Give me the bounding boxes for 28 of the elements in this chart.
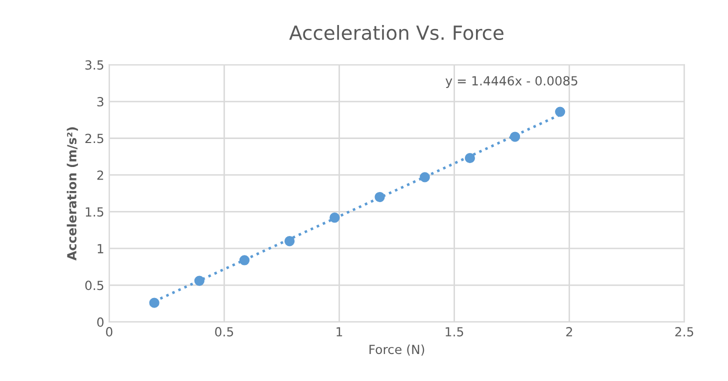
- x-tick-label: 1: [336, 327, 342, 336]
- y-tick-label: 1.5: [86, 207, 104, 217]
- point: [149, 298, 160, 308]
- x-tick-label: 2.5: [675, 327, 694, 336]
- point: [464, 153, 475, 164]
- y-tick-label: 0: [97, 317, 104, 327]
- point: [510, 132, 520, 142]
- point: [284, 236, 295, 246]
- x-tick-label: 2: [566, 327, 572, 336]
- annotation: y = 1.4446x - 0.0085: [446, 76, 578, 88]
- x-tick-label: 1.5: [446, 327, 464, 336]
- point: [555, 106, 566, 117]
- point: [330, 212, 340, 223]
- point: [420, 172, 430, 182]
- point: [194, 276, 204, 286]
- y-tick-label: 0.5: [85, 280, 104, 290]
- point: [239, 255, 250, 266]
- x-tick-label: 0.5: [215, 327, 234, 336]
- y-tick-label: 3: [97, 96, 104, 106]
- x-tick-label: 0: [106, 327, 112, 336]
- y-tick-label: 3.5: [85, 60, 104, 70]
- y-tick-label: 2: [97, 170, 104, 180]
- point: [374, 192, 385, 202]
- chart-title: Acceleration Vs. Force: [289, 24, 504, 40]
- y-axis-title: Acceleration (m/s²): [66, 127, 78, 260]
- y-tick-label: 1: [98, 244, 104, 254]
- y-tick-label: 2.5: [85, 134, 104, 144]
- x-axis-title: Force (N): [370, 344, 424, 356]
